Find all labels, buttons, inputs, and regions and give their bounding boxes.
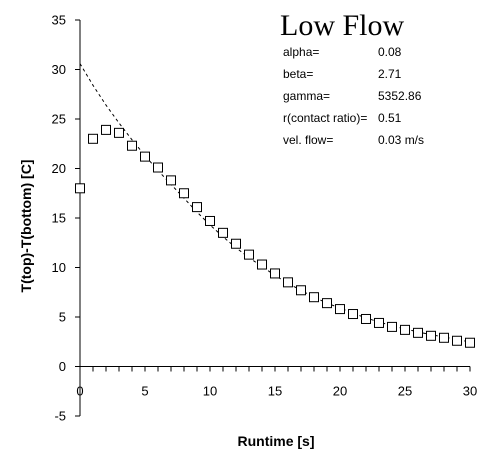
x-tick-label: 0 bbox=[76, 384, 83, 399]
data-point-marker bbox=[114, 127, 124, 138]
annotation-value: 0.03 m/s bbox=[378, 133, 424, 147]
x-tick-label: 25 bbox=[398, 384, 412, 399]
annotation-label: vel. flow= bbox=[283, 133, 333, 147]
data-point-marker bbox=[75, 183, 85, 194]
x-tick-label: 5 bbox=[141, 384, 148, 399]
data-point-marker bbox=[192, 202, 202, 213]
data-point-marker bbox=[387, 321, 397, 332]
data-point-marker bbox=[166, 175, 176, 186]
data-point-marker bbox=[88, 133, 98, 144]
data-point-marker bbox=[101, 124, 111, 135]
data-point-marker bbox=[244, 249, 254, 260]
parameter-annotations: alpha= 0.08 beta= 2.71 gamma= 5352.86 r(contac… bbox=[283, 45, 424, 147]
y-tick-label: 30 bbox=[52, 62, 66, 77]
data-point-marker bbox=[231, 238, 241, 249]
data-point-marker bbox=[400, 324, 410, 335]
data-point-marker bbox=[439, 332, 449, 343]
annotation-value: 5352.86 bbox=[378, 89, 422, 103]
annotation-label: gamma= bbox=[283, 89, 330, 103]
data-point-marker bbox=[322, 298, 332, 309]
data-point-marker bbox=[218, 227, 228, 238]
data-point-marker bbox=[335, 304, 345, 315]
annotation-label: r(contact ratio)= bbox=[283, 111, 367, 125]
x-tick-label: 10 bbox=[203, 384, 217, 399]
y-tick-label: 10 bbox=[52, 260, 66, 275]
y-tick-label: 25 bbox=[52, 112, 66, 127]
data-point-marker bbox=[283, 277, 293, 288]
data-point-marker bbox=[153, 162, 163, 173]
fit-line-series bbox=[79, 63, 471, 343]
data-point-marker bbox=[179, 188, 189, 199]
y-tick-label: 35 bbox=[52, 13, 66, 28]
annotation-label: alpha= bbox=[283, 45, 319, 59]
data-point-marker bbox=[361, 313, 371, 324]
measured-series bbox=[75, 124, 475, 348]
chart-title: Low Flow bbox=[280, 9, 405, 42]
x-axis-title: Runtime [s] bbox=[238, 433, 315, 449]
y-tick-label: 15 bbox=[52, 211, 66, 226]
fit-line bbox=[79, 63, 471, 343]
data-point-marker bbox=[426, 330, 436, 341]
y-tick-label: 0 bbox=[59, 359, 66, 374]
data-point-marker bbox=[452, 335, 462, 346]
annotation-value: 2.71 bbox=[378, 67, 402, 81]
data-point-marker bbox=[205, 215, 215, 226]
y-axis-title: T(top)-T(bottom) [C] bbox=[18, 160, 34, 293]
x-tick-label: 15 bbox=[268, 384, 282, 399]
axes bbox=[75, 19, 471, 417]
data-point-marker bbox=[257, 259, 267, 270]
annotation-label: beta= bbox=[283, 67, 313, 81]
y-tick-label: 5 bbox=[59, 310, 66, 325]
data-point-marker bbox=[309, 292, 319, 303]
data-point-marker bbox=[127, 140, 137, 151]
tick-labels: -5 0 5 10 15 20 25 30 35 0 5 10 15 20 25 30 bbox=[52, 13, 478, 424]
data-point-marker bbox=[413, 327, 423, 338]
x-tick-label: 20 bbox=[333, 384, 347, 399]
annotation-value: 0.51 bbox=[378, 111, 402, 125]
annotation-value: 0.08 bbox=[378, 45, 402, 59]
data-point-marker bbox=[374, 317, 384, 328]
data-point-marker bbox=[348, 309, 358, 320]
y-tick-label: -5 bbox=[54, 409, 66, 424]
data-point-marker bbox=[140, 151, 150, 162]
x-tick-label: 30 bbox=[463, 384, 477, 399]
data-point-marker bbox=[296, 285, 306, 296]
data-point-marker bbox=[270, 268, 280, 279]
y-tick-label: 20 bbox=[52, 161, 66, 176]
data-point-marker bbox=[465, 337, 475, 348]
